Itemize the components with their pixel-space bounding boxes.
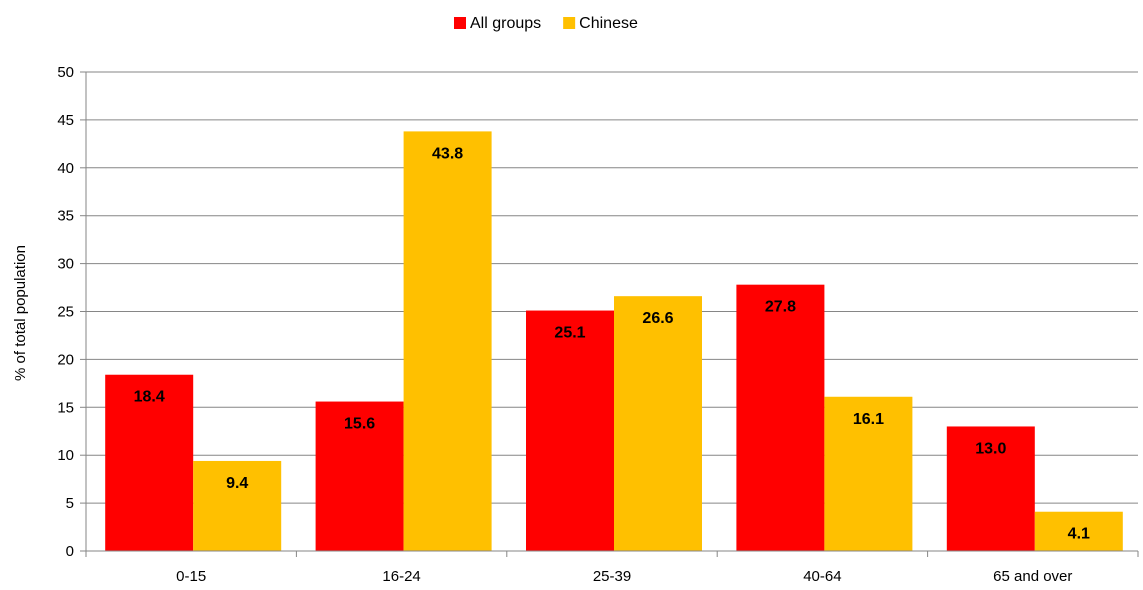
bar-chinese-40-64 — [824, 396, 913, 551]
bar-chinese-0-15 — [193, 460, 282, 551]
data-label-chinese-25-39: 26.6 — [642, 310, 673, 327]
legend-label-all-groups: All groups — [470, 15, 541, 32]
x-axis-ticks: 0-15 16-24 25-39 40-64 65 and over — [85, 551, 1139, 585]
y-tick-label-20: 20 — [57, 351, 74, 368]
bar-all-groups-16-24 — [315, 401, 404, 551]
data-label-chinese-0-15: 9.4 — [226, 475, 248, 492]
data-label-all-groups-25-39: 25.1 — [554, 325, 585, 342]
x-tick-label-0-15: 0-15 — [176, 568, 206, 585]
data-label-chinese-16-24: 43.8 — [432, 145, 463, 162]
y-tick-label-25: 25 — [57, 304, 74, 321]
legend: All groups Chinese — [454, 15, 638, 32]
y-tick-label-10: 10 — [57, 447, 74, 464]
bar-all-groups-0-15 — [105, 374, 194, 551]
y-tick-label-45: 45 — [57, 112, 74, 129]
legend-swatch-chinese — [563, 17, 576, 29]
y-tick-label-35: 35 — [57, 208, 74, 225]
legend-label-chinese: Chinese — [579, 15, 638, 32]
y-tick-label-30: 30 — [57, 256, 74, 273]
data-label-chinese-65-and-over: 4.1 — [1068, 526, 1090, 543]
bar-all-groups-25-39 — [526, 310, 614, 551]
x-tick-label-65-and-over: 65 and over — [993, 568, 1072, 585]
y-axis-title: % of total population — [12, 245, 29, 381]
x-tick-label-25-39: 25-39 — [593, 568, 631, 585]
y-axis-ticks: 0 5 10 15 20 25 30 35 40 45 50 — [57, 64, 86, 560]
legend-swatch-all-groups — [454, 17, 466, 29]
data-label-all-groups-40-64: 27.8 — [765, 299, 796, 316]
y-tick-label-40: 40 — [57, 160, 74, 177]
axes — [85, 72, 1138, 552]
bar-chinese-25-39 — [614, 296, 702, 551]
data-label-chinese-40-64: 16.1 — [853, 411, 884, 428]
bar-chinese-65-and-over — [1034, 511, 1123, 551]
x-tick-label-40-64: 40-64 — [803, 568, 841, 585]
data-label-all-groups-0-15: 18.4 — [134, 389, 165, 406]
bar-chinese-16-24 — [403, 131, 492, 551]
y-tick-label-5: 5 — [66, 495, 74, 512]
data-label-all-groups-16-24: 15.6 — [344, 416, 375, 433]
bar-all-groups-40-64 — [736, 284, 825, 551]
y-tick-label-15: 15 — [57, 399, 74, 416]
x-tick-label-16-24: 16-24 — [382, 568, 420, 585]
bar-all-groups-65-and-over — [946, 426, 1035, 551]
data-label-all-groups-65-and-over: 13.0 — [975, 440, 1006, 457]
bars: 18.4 9.4 15.6 43.8 25.1 26.6 27.8 16.1 13.0 4.1 — [105, 131, 1123, 551]
y-tick-label-50: 50 — [57, 64, 74, 81]
y-tick-label-0: 0 — [66, 543, 74, 560]
